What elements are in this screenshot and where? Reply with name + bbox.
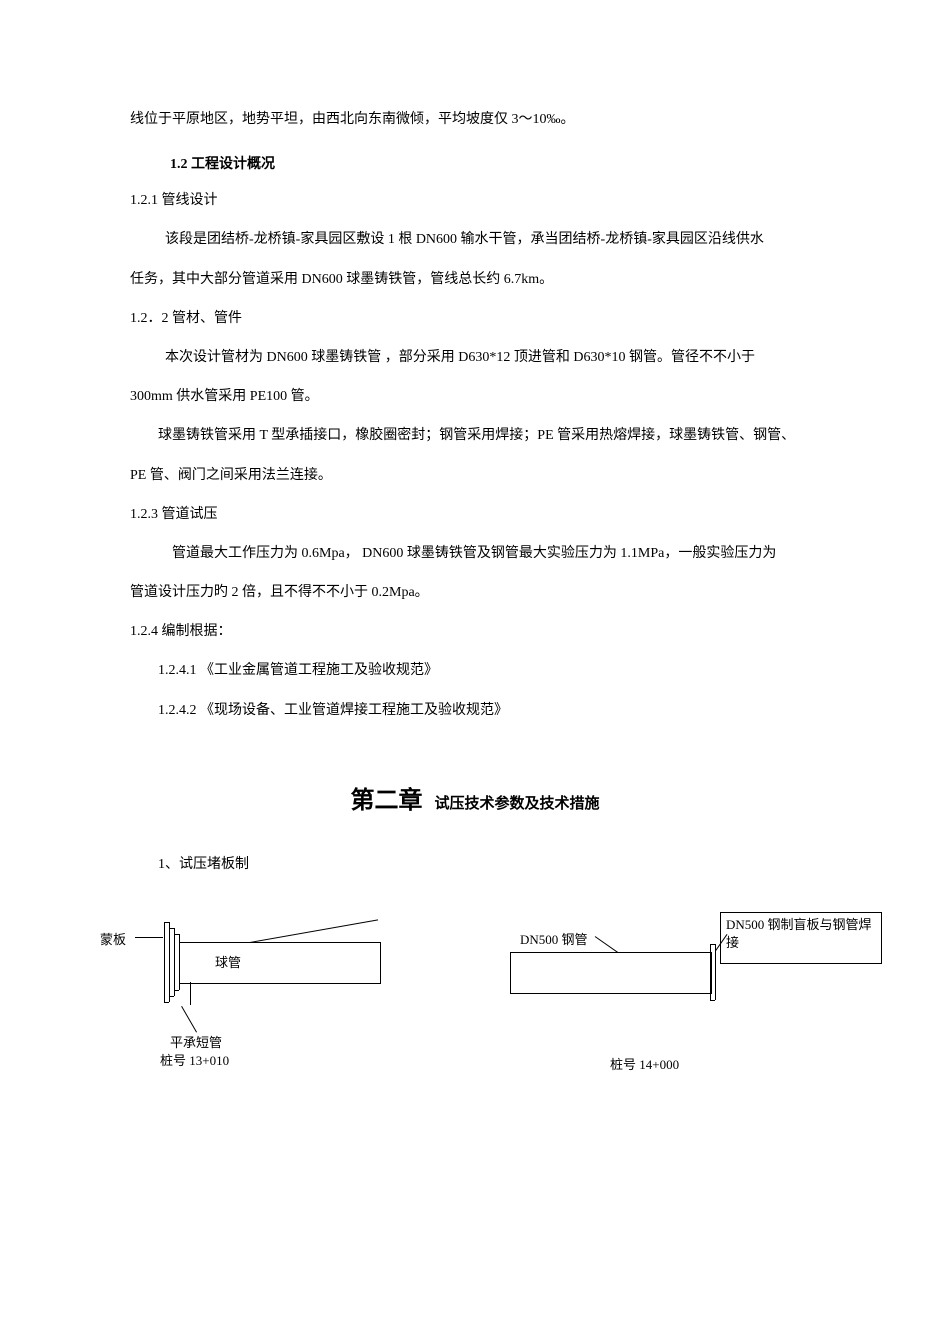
pipe-rect xyxy=(179,942,381,984)
diagrams-container: 蒙板 球管 平承短管 桩号 xyxy=(130,914,820,1114)
section-heading: 1.2 工程设计概况 xyxy=(170,153,820,173)
paragraph: 球墨铸铁管采用 T 型承插接口，橡胶圈密封；钢管采用焊接；PE 管采用热熔焊接，… xyxy=(130,416,820,455)
chapter-title: 试压技术参数及技术措施 xyxy=(434,796,599,812)
chapter-number: 第二章 xyxy=(350,788,422,814)
subsection-heading: 1.2．2 管材、管件 xyxy=(130,299,820,338)
paragraph: 任务，其中大部分管道采用 DN600 球墨铸铁管，管线总长约 6.7km。 xyxy=(130,260,820,299)
paragraph: 管道设计压力旳 2 倍，且不得不不小于 0.2Mpa。 xyxy=(130,573,820,612)
flange-line xyxy=(710,1000,715,1001)
plate-line xyxy=(164,922,165,1002)
pipe-rect xyxy=(510,952,712,994)
paragraph: 线位于平原地区，地势平坦，由西北向东南微倾，平均坡度仅 3～10‰。 xyxy=(130,100,820,139)
paragraph: 1、试压堵板制 xyxy=(130,845,820,884)
arrow-line xyxy=(181,1006,197,1032)
paragraph: 该段是团结桥-龙桥镇-家具园区敷设 1 根 DN600 输水干管，承当团结桥-龙… xyxy=(130,220,820,259)
paragraph: PE 管、阀门之间采用法兰连接。 xyxy=(130,456,820,495)
label-dn500: DN500 钢管 xyxy=(520,929,588,948)
label-box: DN500 钢制盲板与钢管焊接 xyxy=(720,912,882,964)
stub-line xyxy=(190,1004,191,1005)
arrow-line xyxy=(250,919,378,943)
document-page: 线位于平原地区，地势平坦，由西北向东南微倾，平均坡度仅 3～10‰。 1.2 工… xyxy=(0,0,950,1344)
flange-line xyxy=(169,928,174,929)
flange-line xyxy=(174,928,175,996)
arrow-line xyxy=(135,937,163,938)
label-qiuguan: 球管 xyxy=(215,952,241,971)
flange-line xyxy=(710,944,711,1000)
plate-line xyxy=(164,922,169,923)
plate-line xyxy=(164,1002,169,1003)
label-mengban: 蒙板 xyxy=(100,929,126,948)
label-zhuanghao-right: 桩号 14+000 xyxy=(610,1054,679,1073)
paragraph: 管道最大工作压力为 0.6Mpa， DN600 球墨铸铁管及钢管最大实验压力为 … xyxy=(130,534,820,573)
flange-line xyxy=(169,996,174,997)
flange-line xyxy=(710,944,715,945)
stub-line xyxy=(190,982,191,1004)
subsection-heading: 1.2.4 编制根据： xyxy=(130,612,820,651)
list-item: 1.2.4.2 《现场设备、工业管道焊接工程施工及验收规范》 xyxy=(130,691,820,730)
list-item: 1.2.4.1 《工业金属管道工程施工及验收规范》 xyxy=(130,651,820,690)
plate-line xyxy=(169,922,170,1002)
label-zhuanghao-left: 桩号 13+010 xyxy=(160,1050,229,1069)
paragraph: 本次设计管材为 DN600 球墨铸铁管 ，部分采用 D630*12 顶进管和 D… xyxy=(130,338,820,377)
chapter-heading: 第二章 试压技术参数及技术措施 xyxy=(130,780,820,815)
subsection-heading: 1.2.1 管线设计 xyxy=(130,181,820,220)
paragraph: 300mm 供水管采用 PE100 管。 xyxy=(130,377,820,416)
subsection-heading: 1.2.3 管道试压 xyxy=(130,495,820,534)
flange-line xyxy=(174,990,179,991)
flange-line xyxy=(715,944,716,1000)
label-pingcheng: 平承短管 xyxy=(170,1032,222,1051)
flange-line xyxy=(174,934,179,935)
